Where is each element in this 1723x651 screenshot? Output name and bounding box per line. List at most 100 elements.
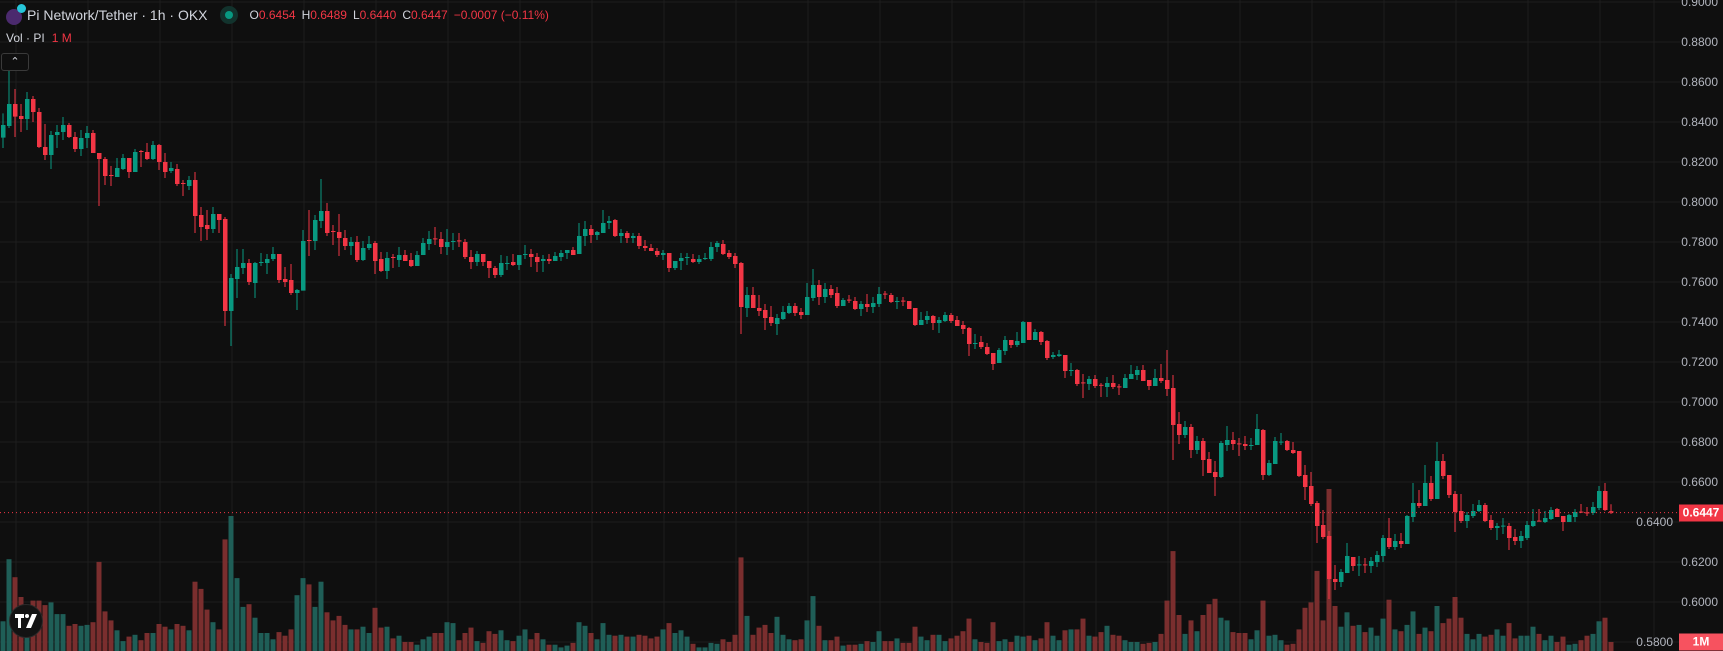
volume-bar xyxy=(552,644,558,651)
candle-body xyxy=(739,263,744,307)
pi-network-logo-icon xyxy=(6,4,26,25)
candle-body xyxy=(541,259,546,261)
volume-bar xyxy=(846,644,852,651)
volume-bar xyxy=(570,642,576,651)
candle-body xyxy=(1171,388,1176,425)
candle-body xyxy=(847,299,852,301)
volume-bar xyxy=(996,641,1002,651)
volume-bar xyxy=(438,633,444,651)
market-status-icon[interactable] xyxy=(219,6,238,24)
collapse-legend-button[interactable]: ⌃ xyxy=(1,53,29,71)
volume-bar xyxy=(300,578,306,651)
candle-body xyxy=(613,220,618,236)
volume-bar xyxy=(198,588,204,651)
volume-bar xyxy=(780,634,786,651)
price-axis-label: 0.9000 xyxy=(1681,0,1718,9)
candle-body xyxy=(1255,429,1260,445)
volume-bar xyxy=(684,636,690,651)
volume-bar xyxy=(1296,629,1302,651)
candle-body xyxy=(1177,424,1182,435)
candle-body xyxy=(1249,445,1254,446)
volume-bar xyxy=(798,639,804,651)
candle-body xyxy=(1435,461,1440,499)
candle-body xyxy=(1477,505,1482,511)
volume-bar xyxy=(486,631,492,651)
candle-body xyxy=(373,243,378,261)
volume-bar xyxy=(948,638,954,651)
candle-body xyxy=(1453,494,1458,512)
volume-bar xyxy=(768,633,774,651)
volume-bar xyxy=(1404,624,1410,651)
candle-body xyxy=(1387,538,1392,547)
volume-bar xyxy=(906,642,912,651)
volume-bar xyxy=(402,642,408,651)
candle-body xyxy=(1411,503,1416,517)
candle-body xyxy=(589,229,594,235)
volume-bar xyxy=(498,630,504,651)
volume-bar xyxy=(1548,635,1554,651)
candle-body xyxy=(1447,475,1452,495)
volume-bar xyxy=(936,634,942,651)
candle-body xyxy=(745,295,750,308)
volume-bar xyxy=(462,633,468,651)
volume-bar xyxy=(282,635,288,651)
candle-body xyxy=(1351,557,1356,566)
candle-body xyxy=(805,297,810,315)
volume-bar xyxy=(528,639,534,651)
symbol-title[interactable]: Pi Network/Tether · 1h · OKX xyxy=(27,7,208,23)
candle-body xyxy=(1465,515,1470,521)
volume-bar xyxy=(1176,615,1182,651)
volume-bar xyxy=(1116,635,1122,651)
chart-grid xyxy=(0,0,1680,651)
volume-bar xyxy=(312,606,318,651)
candle-body xyxy=(217,214,222,220)
candle-body xyxy=(1357,564,1362,566)
volume-bar xyxy=(1416,633,1422,651)
candle-body xyxy=(709,247,714,259)
tradingview-logo[interactable] xyxy=(9,604,43,638)
volume-bar xyxy=(1554,642,1560,651)
candle-body xyxy=(1597,491,1602,508)
volume-bar xyxy=(0,621,6,651)
ohlc-high: H0.6489 xyxy=(301,8,347,22)
volume-bar xyxy=(1542,640,1548,651)
price-axis-label: 0.6400 xyxy=(1636,515,1673,529)
candle-body xyxy=(367,244,372,248)
volume-legend[interactable]: Vol · PI 1 M xyxy=(6,31,72,45)
candle-body xyxy=(1267,463,1272,475)
candle-body xyxy=(817,285,822,297)
price-axis-label: 0.6000 xyxy=(1681,595,1718,609)
volume-bar xyxy=(1470,639,1476,651)
volume-bar xyxy=(1344,612,1350,651)
candle-body xyxy=(1423,483,1428,506)
volume-bar xyxy=(612,635,618,651)
volume-bar xyxy=(588,633,594,651)
volume-bar xyxy=(384,626,390,651)
candle-body xyxy=(811,285,816,298)
price-change: −0.0007 (−0.11%) xyxy=(453,8,549,22)
volume-bar xyxy=(672,633,678,651)
candle-body xyxy=(451,241,456,242)
candle-body xyxy=(1099,384,1104,386)
volume-bar xyxy=(1152,642,1158,651)
candle-body xyxy=(355,242,360,260)
candle-body xyxy=(1525,525,1530,538)
price-axis-label: 0.8200 xyxy=(1681,155,1718,169)
volume-bar xyxy=(1284,644,1290,651)
volume-bar xyxy=(1230,632,1236,651)
volume-bar xyxy=(1104,625,1110,651)
volume-bar xyxy=(762,624,768,651)
candle-body xyxy=(19,116,24,119)
candle-body xyxy=(1345,556,1350,573)
volume-bar xyxy=(1020,636,1026,651)
candle-body xyxy=(1555,509,1560,517)
candle-body xyxy=(205,225,210,229)
volume-bar xyxy=(618,634,624,651)
volume-bar xyxy=(1572,643,1578,651)
candle-body xyxy=(901,300,906,302)
candle-body xyxy=(163,162,168,172)
price-axis-label: 0.8400 xyxy=(1681,115,1718,129)
candle-body xyxy=(697,259,702,262)
candle-body xyxy=(1021,322,1026,343)
